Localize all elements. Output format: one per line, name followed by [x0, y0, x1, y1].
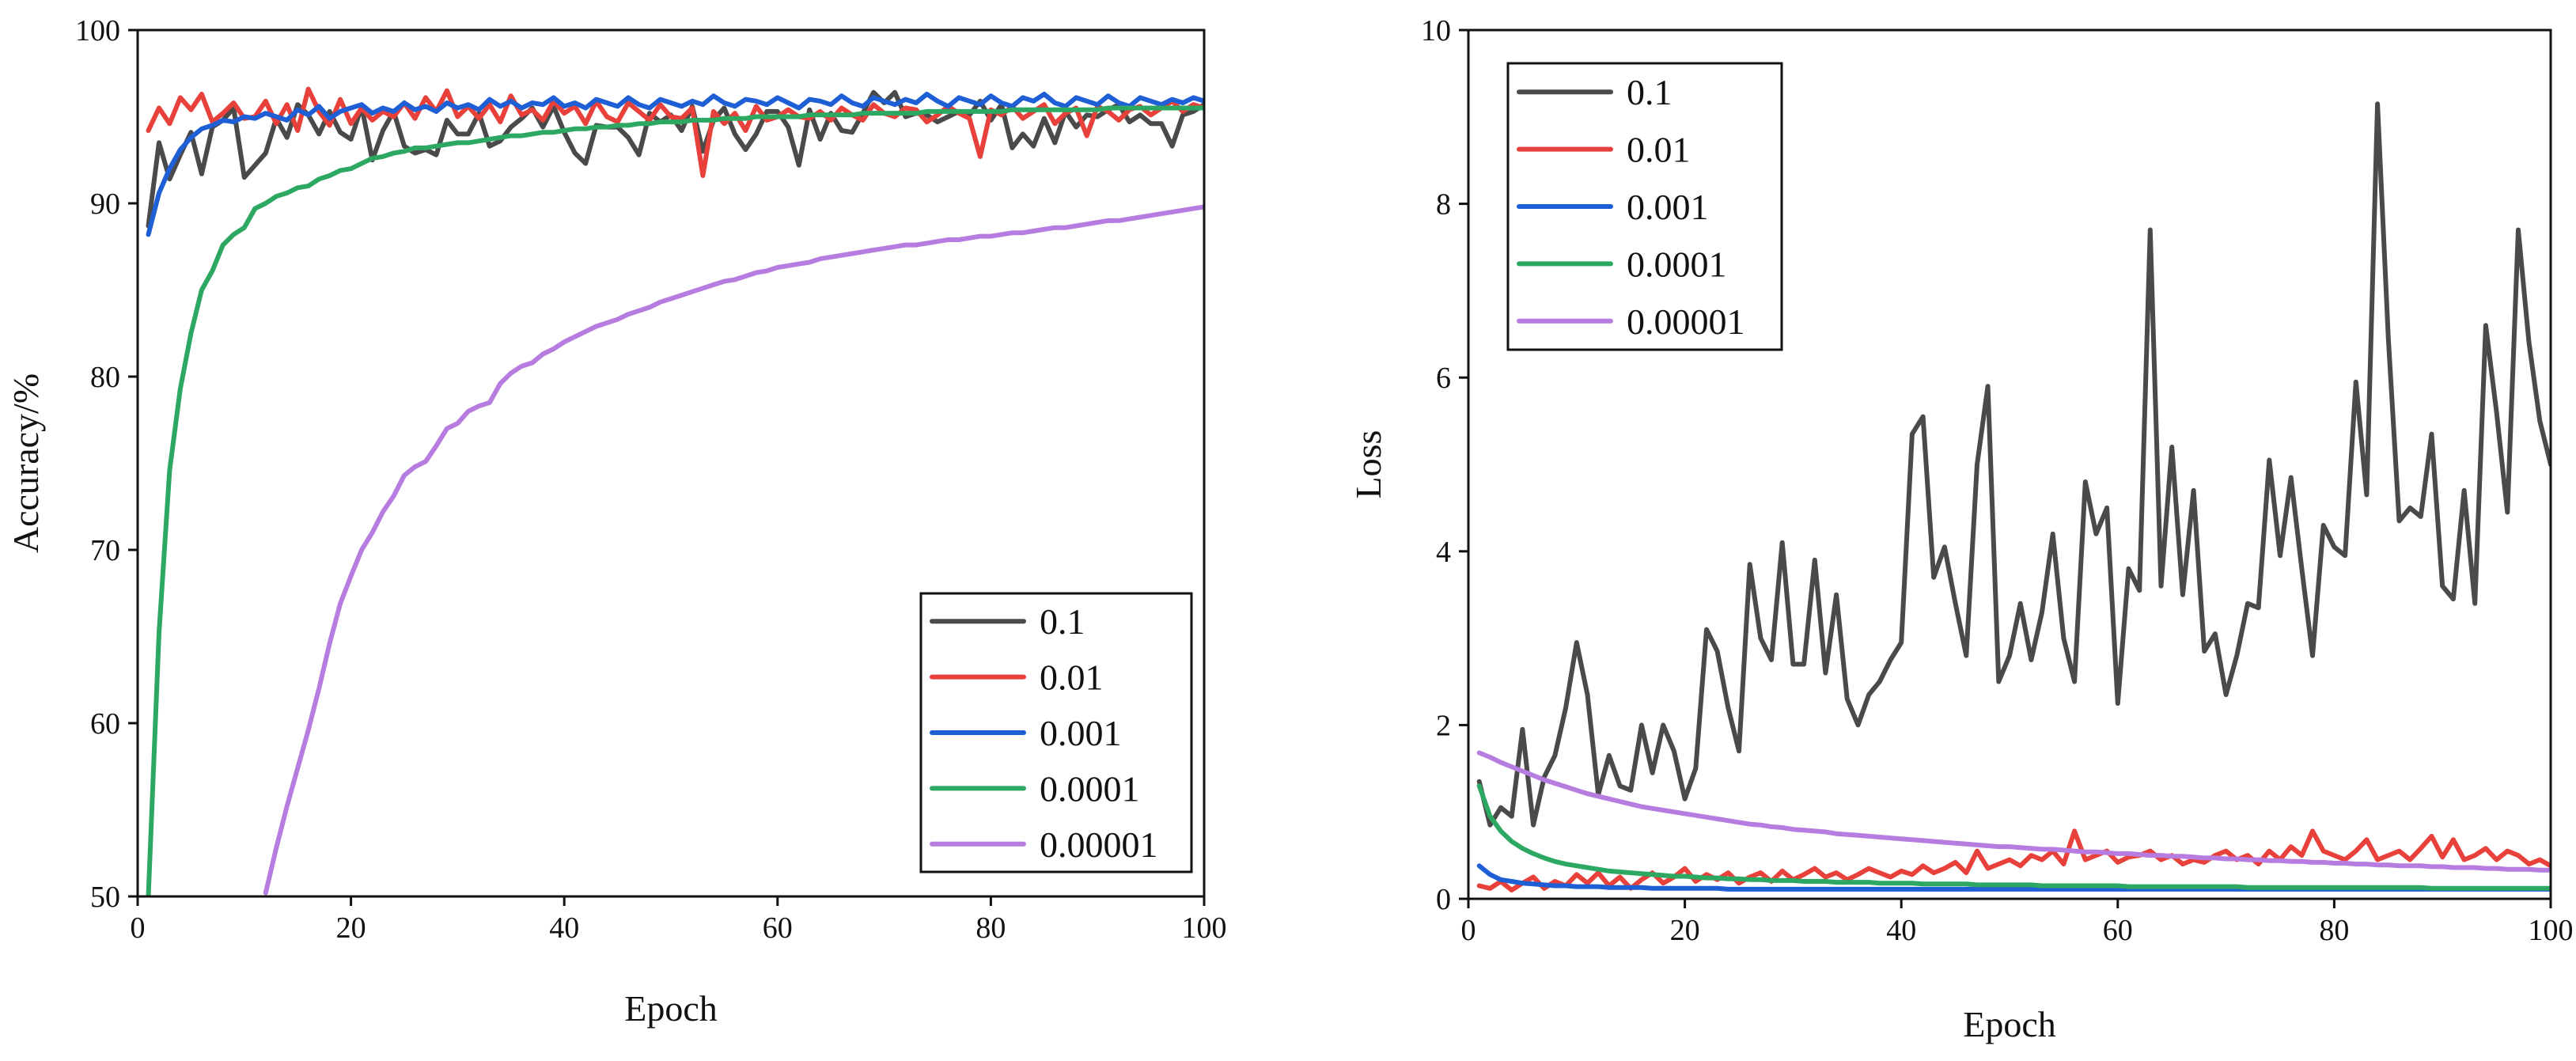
y-tick-label: 100 [75, 14, 120, 47]
x-tick-label: 0 [1461, 914, 1476, 947]
x-tick-label: 80 [2319, 914, 2349, 947]
x-tick-label: 100 [1182, 911, 1227, 945]
x-tick-label: 60 [2103, 914, 2133, 947]
accuracy-chart: 0 20 40 60 80 100 50 60 70 80 90 100 Epoch Accuracy/%… [6, 14, 1227, 1029]
plot-frame [1467, 28, 2552, 900]
series-line-0-01 [146, 86, 1204, 178]
legend-label-0-0001: 0.0001 [1627, 244, 1727, 284]
x-axis-title: Epoch [624, 988, 718, 1029]
legend-label-0-001: 0.001 [1040, 713, 1122, 753]
legend-label-0-01: 0.01 [1040, 657, 1104, 698]
x-tick-label: 80 [975, 911, 1006, 945]
legend: 0.1 0.01 0.001 0.0001 0.00001 [1506, 62, 1783, 351]
y-tick-label: 0 [1436, 883, 1451, 916]
loss-chart: 0 20 40 60 80 100 0 2 4 6 8 10 Epoch Loss 0.1 0.01 0.001… [1348, 14, 2574, 1044]
plot-frame [136, 28, 1206, 898]
x-tick-label: 0 [131, 911, 146, 945]
series-line-0-01 [1476, 828, 2551, 892]
series-line-0-0001 [146, 105, 1204, 896]
y-tick-label: 6 [1436, 362, 1451, 395]
legend-label-0-00001: 0.00001 [1040, 824, 1158, 865]
y-tick-label: 90 [90, 188, 120, 221]
series-line-0-00001 [1476, 750, 2551, 873]
y-tick-label: 70 [90, 534, 120, 567]
x-tick-label: 40 [1886, 914, 1916, 947]
y-tick-label: 4 [1436, 536, 1451, 569]
series-line-0-1 [1476, 101, 2551, 828]
y-axis-title: Loss [1348, 430, 1388, 499]
series-line-0-0001 [1476, 783, 2551, 891]
series-line-0-001 [146, 92, 1204, 237]
x-tick-label: 100 [2529, 914, 2574, 947]
y-tick-label: 8 [1436, 188, 1451, 222]
y-axis-title: Accuracy/% [6, 373, 46, 553]
legend-label-0-1: 0.1 [1040, 601, 1085, 642]
y-tick-label: 50 [90, 881, 120, 914]
y-tick-label: 80 [90, 361, 120, 394]
plot-area [146, 86, 1204, 896]
x-tick-label: 60 [763, 911, 793, 945]
series-line-0-00001 [263, 204, 1204, 896]
legend-label-0-01: 0.01 [1627, 130, 1691, 170]
y-tick-label: 60 [90, 707, 120, 741]
legend-label-0-001: 0.001 [1627, 187, 1709, 227]
y-tick-label: 10 [1421, 14, 1451, 47]
y-tick-label: 2 [1436, 709, 1451, 742]
legend-label-0-00001: 0.00001 [1627, 301, 1745, 342]
x-tick-label: 20 [1670, 914, 1700, 947]
plot-area [1476, 101, 2551, 892]
x-tick-label: 20 [336, 911, 366, 945]
legend: 0.1 0.01 0.001 0.0001 0.00001 [919, 592, 1193, 873]
x-axis-title: Epoch [1963, 1004, 2056, 1044]
legend-label-0-1: 0.1 [1627, 72, 1673, 112]
legend-label-0-0001: 0.0001 [1040, 768, 1140, 809]
x-tick-label: 40 [549, 911, 579, 945]
